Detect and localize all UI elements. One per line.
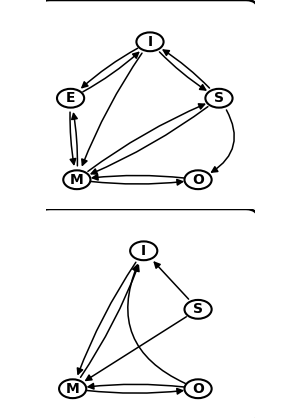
Text: O: O bbox=[192, 382, 204, 396]
FancyArrowPatch shape bbox=[82, 48, 138, 88]
FancyArrowPatch shape bbox=[70, 112, 76, 164]
FancyBboxPatch shape bbox=[37, 209, 259, 418]
Ellipse shape bbox=[63, 171, 90, 189]
Text: I: I bbox=[147, 35, 153, 49]
FancyArrowPatch shape bbox=[154, 262, 189, 299]
FancyArrowPatch shape bbox=[83, 52, 139, 92]
FancyArrowPatch shape bbox=[86, 388, 183, 394]
Text: S: S bbox=[193, 302, 203, 316]
FancyArrowPatch shape bbox=[86, 317, 186, 380]
Ellipse shape bbox=[136, 33, 164, 51]
Text: I: I bbox=[141, 244, 146, 258]
FancyArrowPatch shape bbox=[80, 265, 139, 377]
Text: FIGURE 11: FIGURE 11 bbox=[109, 211, 191, 225]
FancyArrowPatch shape bbox=[82, 53, 142, 165]
Text: O: O bbox=[192, 173, 204, 187]
FancyArrowPatch shape bbox=[91, 107, 208, 174]
FancyArrowPatch shape bbox=[91, 179, 183, 185]
FancyBboxPatch shape bbox=[37, 0, 259, 213]
Text: M: M bbox=[70, 173, 84, 187]
Text: E: E bbox=[66, 91, 75, 105]
Ellipse shape bbox=[130, 241, 157, 260]
FancyArrowPatch shape bbox=[128, 265, 185, 383]
Ellipse shape bbox=[206, 89, 233, 108]
FancyArrowPatch shape bbox=[92, 174, 184, 180]
FancyArrowPatch shape bbox=[212, 110, 234, 172]
Ellipse shape bbox=[59, 380, 86, 398]
Ellipse shape bbox=[57, 89, 84, 108]
FancyArrowPatch shape bbox=[88, 383, 184, 389]
FancyArrowPatch shape bbox=[88, 104, 205, 171]
Text: S: S bbox=[214, 91, 224, 105]
FancyArrowPatch shape bbox=[160, 52, 206, 90]
FancyArrowPatch shape bbox=[77, 262, 136, 374]
Ellipse shape bbox=[184, 300, 212, 319]
FancyArrowPatch shape bbox=[72, 114, 77, 166]
Text: M: M bbox=[66, 382, 80, 396]
Ellipse shape bbox=[184, 171, 212, 189]
FancyArrowPatch shape bbox=[163, 50, 209, 88]
Ellipse shape bbox=[184, 380, 212, 398]
